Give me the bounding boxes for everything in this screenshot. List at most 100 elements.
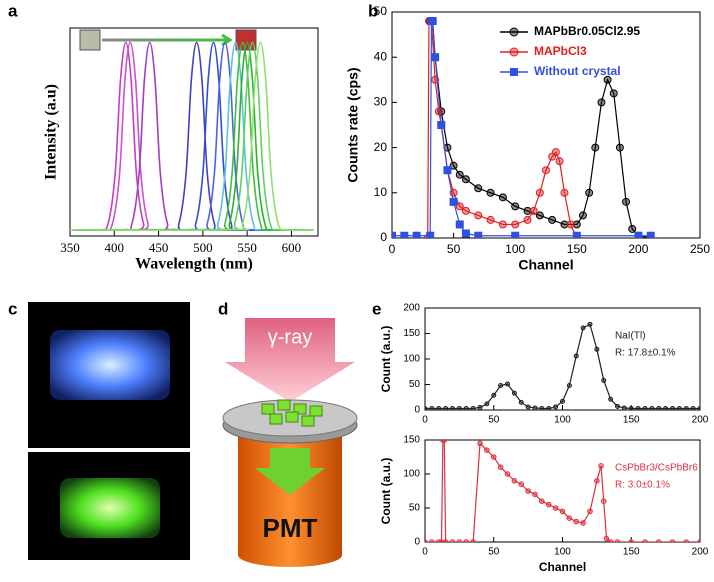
marker: [539, 498, 545, 505]
marker: [555, 157, 564, 166]
series-line: [70, 41, 314, 232]
marker: [392, 231, 396, 238]
marker: [523, 206, 532, 215]
marker: [490, 454, 497, 460]
marker: [434, 107, 443, 116]
marker: [614, 539, 621, 542]
panel-label: b: [368, 1, 378, 20]
marker: [428, 17, 437, 26]
marker: [486, 188, 495, 197]
marker: [585, 188, 594, 197]
marker: [484, 401, 490, 407]
marker: [505, 381, 510, 387]
plot-area: [392, 17, 655, 238]
marker: [426, 231, 435, 238]
y-axis-label: Count (a.u.): [379, 326, 393, 393]
marker: [566, 220, 575, 229]
plot-area: [425, 440, 700, 542]
series-line: [430, 20, 651, 238]
y-tick-label: 30: [374, 95, 388, 109]
marker: [443, 405, 449, 410]
x-tick-label: 500: [193, 240, 213, 255]
marker: [670, 405, 675, 410]
marker: [498, 383, 504, 389]
annotation: CsPbBr3/CsPbBr6: [615, 463, 698, 474]
y-axis-label: Count (a.u.): [379, 458, 393, 525]
marker: [591, 143, 600, 152]
x-tick-label: 0: [389, 242, 396, 256]
marker: [649, 405, 655, 410]
x-tick-label: 200: [692, 415, 709, 426]
marker: [455, 220, 464, 229]
marker: [642, 539, 648, 542]
marker: [425, 539, 428, 542]
marker: [607, 539, 614, 542]
chart: 350 400 450 500 550 600 Wavelength (nm) Intensi…: [43, 27, 319, 273]
marker: [594, 346, 600, 352]
plot-area: [70, 41, 314, 232]
legend-label: MAPbCl3: [534, 44, 587, 58]
y-axis-label: Intensity (a.u): [43, 84, 60, 180]
marker: [497, 464, 504, 471]
marker: [573, 518, 580, 525]
marker: [573, 353, 579, 359]
marker: [580, 325, 586, 331]
marker: [566, 383, 572, 389]
marker: [529, 206, 538, 215]
crystal-green: [60, 478, 160, 538]
marker: [566, 515, 573, 522]
marker: [486, 215, 495, 224]
marker: [628, 224, 637, 233]
marker: [580, 520, 586, 526]
marker: [511, 478, 518, 484]
legend-marker: [510, 68, 518, 76]
marker: [429, 539, 435, 542]
marker: [560, 188, 569, 197]
marker: [477, 440, 483, 447]
marker: [470, 405, 476, 410]
marker: [511, 390, 517, 396]
marker: [572, 231, 581, 238]
marker: [437, 121, 446, 129]
marker: [603, 535, 610, 542]
marker: [548, 215, 557, 224]
marker: [412, 231, 421, 238]
x-tick-label: 400: [105, 240, 125, 255]
crystals: [261, 399, 323, 427]
panel-label: c: [8, 299, 17, 318]
x-tick-label: 200: [628, 242, 648, 256]
pmt-body: [238, 432, 342, 567]
x-tick-label: 0: [422, 415, 428, 426]
marker: [697, 405, 700, 410]
marker: [663, 405, 669, 410]
marker: [545, 501, 552, 508]
ray-arrow: [225, 318, 355, 402]
marker: [578, 211, 587, 220]
legend-label: Without crystal: [534, 64, 621, 78]
marker: [474, 184, 483, 193]
y-tick-label: 20: [374, 140, 388, 154]
marker: [615, 403, 620, 409]
marker: [628, 405, 634, 410]
marker: [455, 170, 464, 179]
marker: [615, 143, 624, 152]
x-tick-label: 600: [282, 240, 302, 255]
marker: [455, 202, 464, 211]
marker: [441, 440, 448, 443]
marker: [546, 405, 552, 410]
marker: [474, 211, 483, 220]
marker: [572, 220, 581, 229]
x-axis-label: Wavelength (nm): [135, 256, 253, 273]
marker: [560, 220, 569, 229]
y-tick-label: 0: [380, 230, 387, 244]
sample-photo: [79, 29, 101, 51]
panel-label: e: [372, 299, 381, 318]
x-axis-label: Channel: [539, 560, 586, 574]
marker: [461, 229, 470, 238]
y-tick-label: 50: [374, 4, 388, 18]
marker: [683, 405, 689, 410]
marker: [443, 166, 452, 175]
marker: [463, 405, 469, 410]
marker: [634, 231, 643, 238]
y-tick-label: 40: [374, 49, 388, 63]
